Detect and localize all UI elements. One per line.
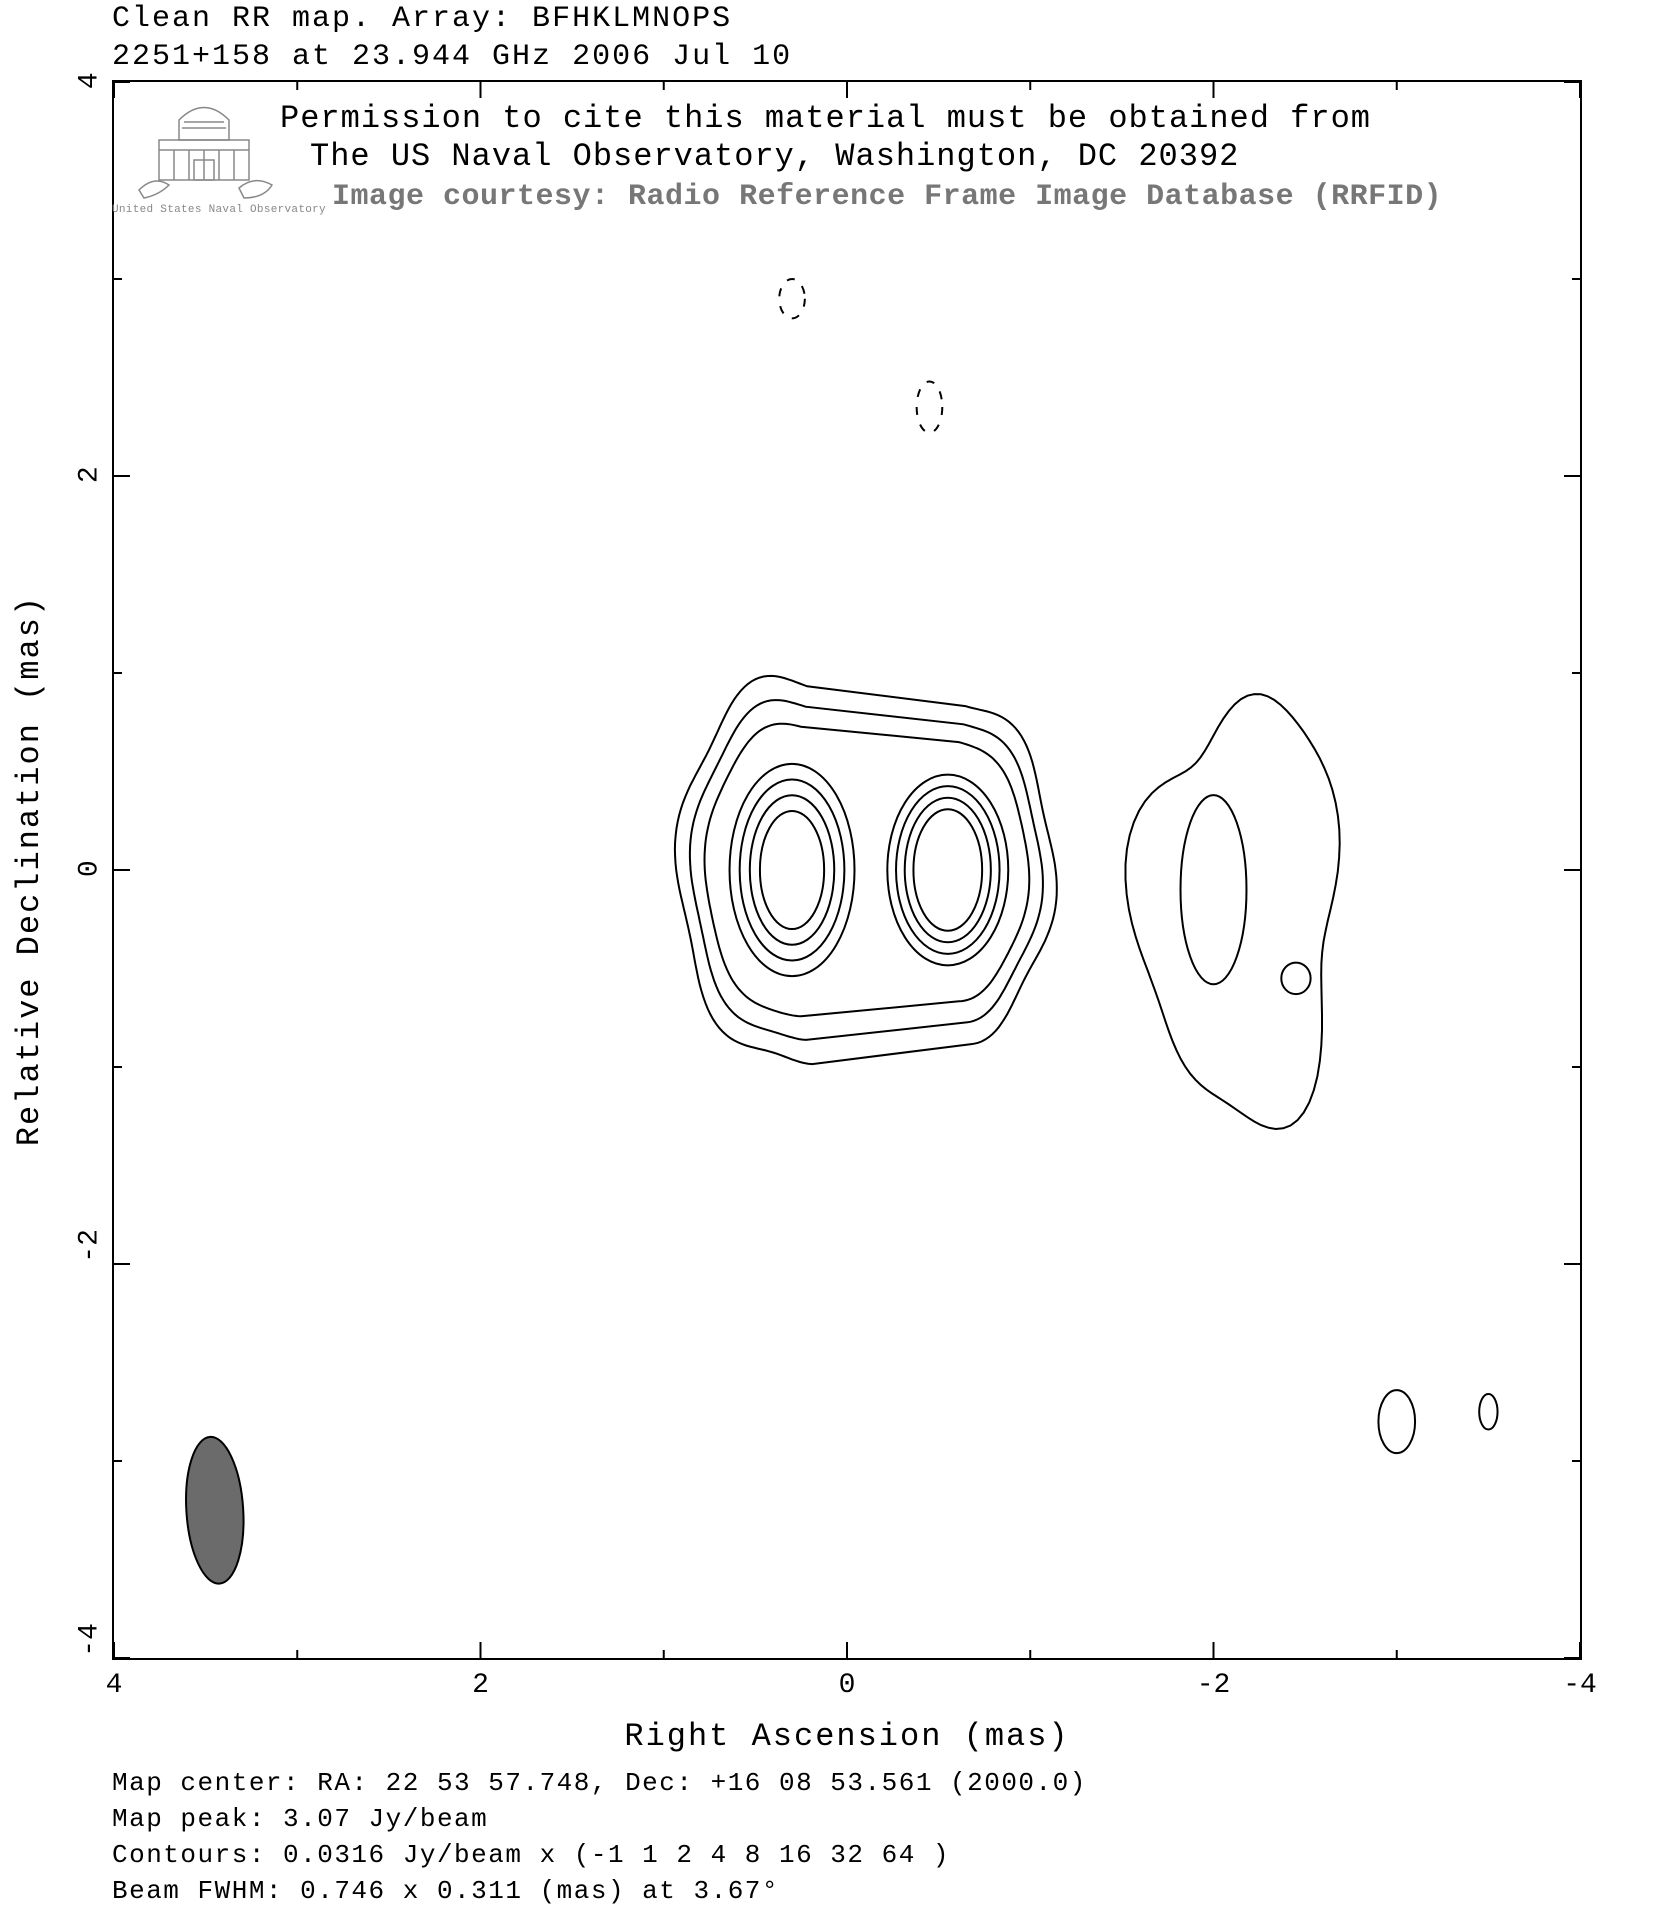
y-tick-label: -4 [75, 1623, 106, 1657]
footer-contours: Contours: 0.0316 Jy/beam x (-1 1 2 4 8 1… [112, 1840, 950, 1870]
permission-line2: The US Naval Observatory, Washington, DC… [310, 138, 1239, 175]
y-tick-label: 4 [75, 72, 106, 89]
x-tick-label: -2 [1197, 1670, 1231, 1701]
permission-line3: Image courtesy: Radio Reference Frame Im… [332, 180, 1442, 214]
usno-logo-icon [124, 90, 284, 210]
footer-map-peak: Map peak: 3.07 Jy/beam [112, 1804, 488, 1834]
footer-beam-fwhm: Beam FWHM: 0.746 x 0.311 (mas) at 3.67° [112, 1876, 779, 1906]
footer-map-center: Map center: RA: 22 53 57.748, Dec: +16 0… [112, 1768, 1087, 1798]
y-axis-label: Relative Declination (mas) [10, 80, 50, 1660]
header-line1: Clean RR map. Array: BFHKLMNOPS [112, 2, 732, 36]
header-line2: 2251+158 at 23.944 GHz 2006 Jul 10 [112, 40, 792, 74]
y-tick-label: -2 [75, 1229, 106, 1263]
contour-plot [112, 80, 1582, 1660]
y-tick-label: 2 [75, 466, 106, 483]
x-axis-label: Right Ascension (mas) [112, 1718, 1582, 1755]
x-tick-label: 2 [472, 1670, 489, 1701]
y-tick-label: 0 [75, 860, 106, 877]
permission-line1: Permission to cite this material must be… [280, 100, 1371, 137]
logo-caption: United States Naval Observatory [112, 204, 326, 216]
x-tick-label: 4 [106, 1670, 123, 1701]
x-tick-label: -4 [1563, 1670, 1597, 1701]
x-tick-label: 0 [839, 1670, 856, 1701]
